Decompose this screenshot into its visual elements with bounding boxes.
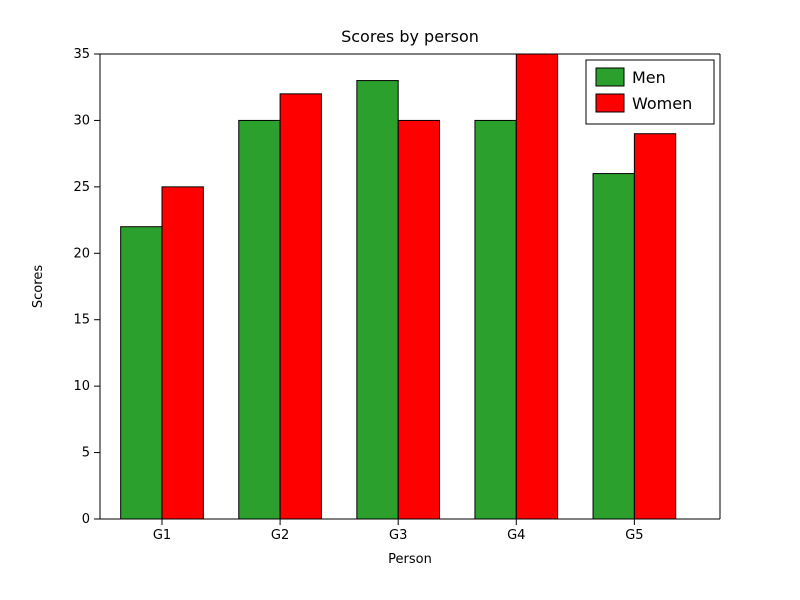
x-tick-label: G5 (625, 528, 643, 543)
y-tick-label: 30 (73, 113, 90, 128)
x-tick-label: G4 (507, 528, 525, 543)
x-axis-label: Person (388, 552, 432, 567)
legend-swatch-men (596, 68, 624, 86)
bar-men-g3 (357, 81, 398, 519)
bar-women-g2 (280, 94, 321, 519)
y-tick-label: 5 (82, 446, 90, 461)
scores-bar-chart: G1 G2 G3 G4 G5 0 5 10 15 20 25 30 35 Men Women Score… (0, 0, 800, 600)
bar-women-g5 (634, 134, 675, 519)
legend-swatch-women (596, 94, 624, 112)
bar-men-g2 (239, 120, 280, 519)
legend-label-women: Women (632, 94, 692, 113)
bar-men-g5 (593, 174, 634, 519)
bar-women-g3 (398, 120, 439, 519)
bar-men-g4 (475, 120, 516, 519)
y-tick-label: 25 (73, 180, 90, 195)
y-tick-label: 0 (82, 512, 90, 527)
y-tick-label: 10 (73, 379, 90, 394)
x-tick-label: G1 (153, 528, 171, 543)
x-tick-label: G2 (271, 528, 289, 543)
y-tick-label: 20 (73, 246, 90, 261)
bar-men-g1 (121, 227, 162, 519)
y-tick-label: 15 (73, 313, 90, 328)
bar-women-g4 (516, 54, 557, 519)
y-tick-label: 35 (73, 47, 90, 62)
x-tick-label: G3 (389, 528, 407, 543)
y-axis-label: Scores (31, 265, 46, 308)
bar-women-g1 (162, 187, 203, 519)
chart-title: Scores by person (341, 27, 479, 46)
legend-label-men: Men (632, 68, 666, 87)
